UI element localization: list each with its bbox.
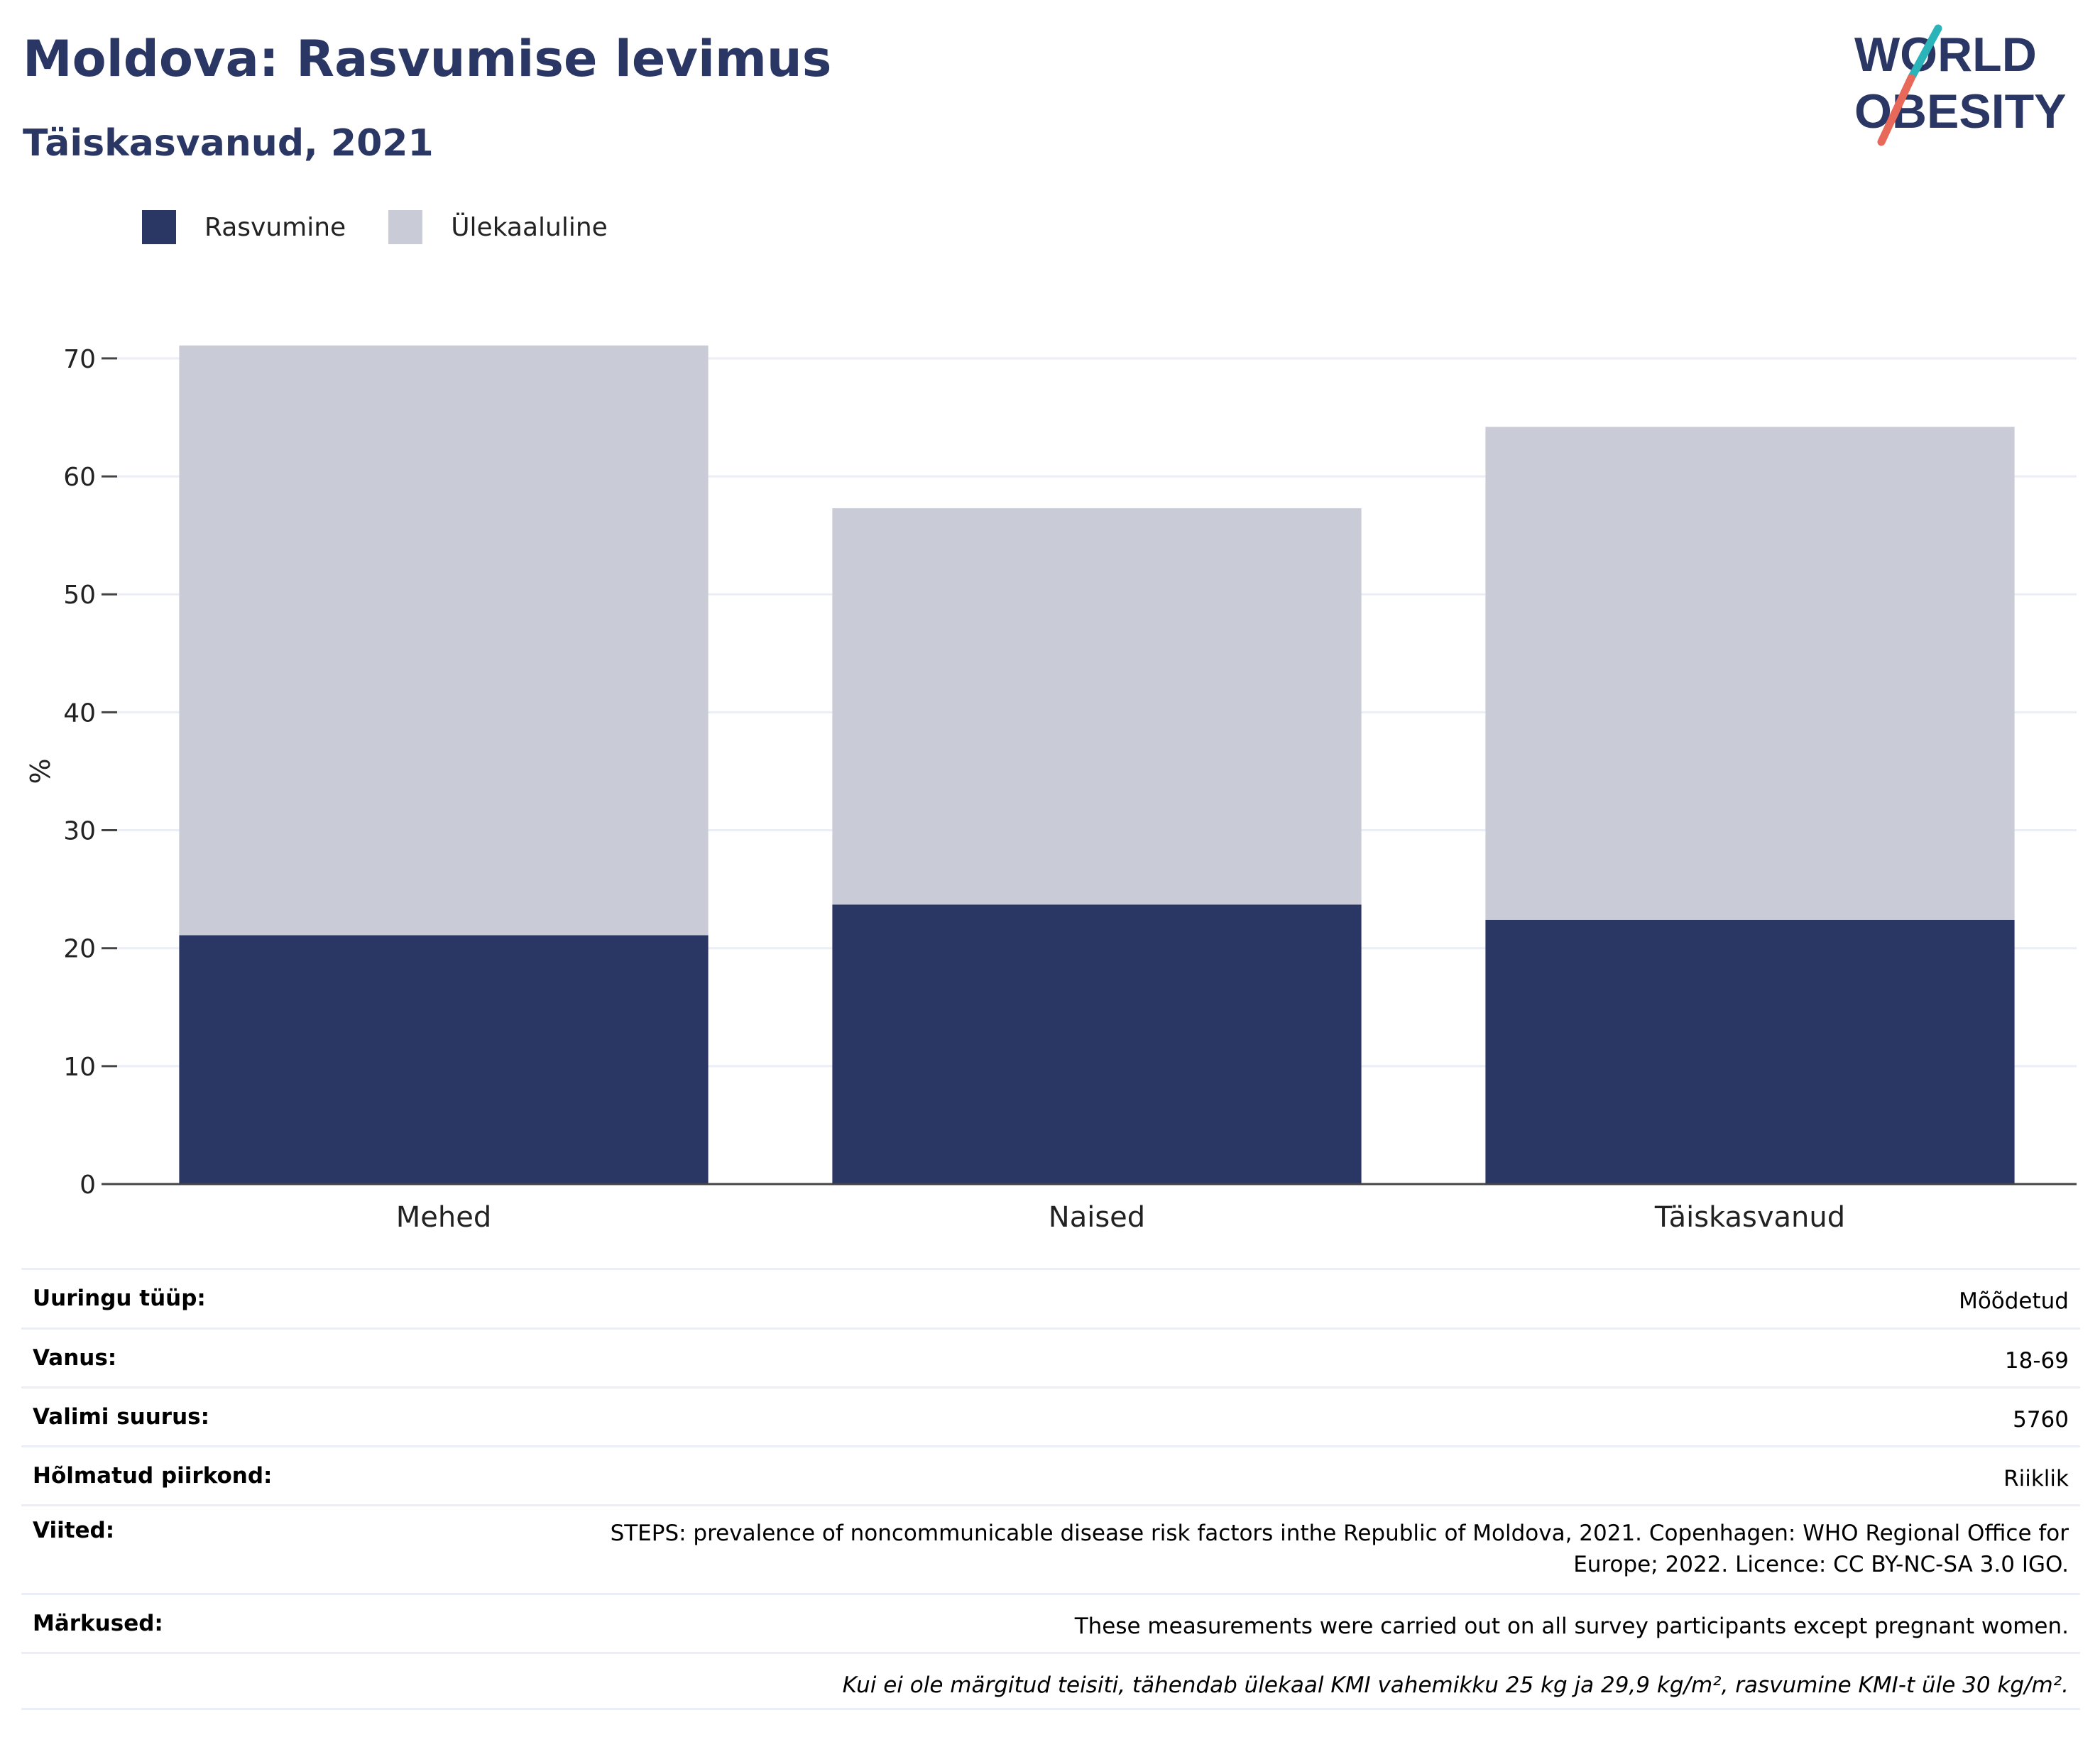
- meta-row-notes: Märkused: These measurements were carrie…: [21, 1593, 2080, 1652]
- meta-key: Valimi suurus:: [33, 1404, 209, 1430]
- x-tick-label: Naised: [1049, 1201, 1145, 1234]
- meta-key: Märkused:: [33, 1611, 163, 1636]
- legend-item-overweight[interactable]: Ülekaaluline: [388, 210, 608, 244]
- bar-obesity-2: [832, 904, 1362, 1184]
- logo-slash-coral: [1877, 74, 1915, 146]
- chart-subtitle: Täiskasvanud, 2021: [23, 122, 434, 165]
- x-tick-label: Mehed: [396, 1201, 491, 1234]
- footnote: Kui ei ole märgitud teisiti, tähendab ül…: [842, 1672, 2069, 1698]
- y-tick-label: 50: [63, 581, 96, 610]
- metadata-table: Uuringu tüüp: Mõõdetud Vanus: 18-69 Vali…: [21, 1268, 2080, 1710]
- y-tick-label: 10: [63, 1053, 96, 1082]
- logo-slash-teal: [1907, 24, 1942, 82]
- meta-key: Vanus:: [33, 1345, 117, 1371]
- meta-key: Hõlmatud piirkond:: [33, 1463, 273, 1489]
- bar-overweight-2: [832, 508, 1362, 905]
- y-tick-label: 70: [63, 345, 96, 374]
- bar-overweight-3: [1485, 427, 2015, 920]
- meta-row-references: Viited: STEPS: prevalence of noncommunic…: [21, 1504, 2080, 1593]
- bar-obesity-3: [1485, 919, 2015, 1184]
- y-axis-label: %: [25, 758, 56, 784]
- y-tick-label: 30: [63, 817, 96, 846]
- meta-value: Riiklik: [2003, 1466, 2069, 1491]
- meta-row-age: Vanus: 18-69: [21, 1327, 2080, 1386]
- legend-label-obesity: Rasvumine: [204, 212, 346, 242]
- bar-obesity-1: [179, 935, 709, 1184]
- meta-value: Mõõdetud: [1959, 1288, 2069, 1314]
- meta-row-sample-size: Valimi suurus: 5760: [21, 1386, 2080, 1445]
- legend-item-obesity[interactable]: Rasvumine: [142, 210, 346, 244]
- logo-line1: WORLD: [1854, 28, 2037, 82]
- x-tick-label: Täiskasvanud: [1654, 1201, 1845, 1234]
- meta-row-area-covered: Hõlmatud piirkond: Riiklik: [21, 1445, 2080, 1504]
- y-tick-label: 0: [80, 1171, 96, 1200]
- stacked-bar-chart: 0 10 20 30 40 50 60 70% Mehed Naised Täiskasvanud: [25, 345, 2077, 1234]
- legend-label-overweight: Ülekaaluline: [451, 212, 608, 242]
- legend-swatch-overweight: [388, 210, 423, 244]
- meta-row-survey-type: Uuringu tüüp: Mõõdetud: [21, 1268, 2080, 1327]
- meta-key: Uuringu tüüp:: [33, 1286, 206, 1311]
- y-tick-label: 40: [63, 699, 96, 728]
- meta-value: STEPS: prevalence of noncommunicable dis…: [610, 1521, 2069, 1577]
- legend-swatch-obesity: [142, 210, 176, 244]
- y-tick-label: 20: [63, 935, 96, 964]
- meta-value: These measurements were carried out on a…: [1074, 1614, 2069, 1639]
- meta-value: 18-69: [2004, 1348, 2069, 1374]
- world-obesity-logo: WORLD OBESITY: [1854, 24, 2067, 146]
- bar-overweight-1: [179, 345, 709, 936]
- y-tick-label: 60: [63, 463, 96, 492]
- meta-row-footnote: Kui ei ole märgitud teisiti, tähendab ül…: [21, 1652, 2080, 1710]
- meta-value: 5760: [2013, 1407, 2069, 1433]
- chart-title: Moldova: Rasvumise levimus: [23, 30, 832, 88]
- meta-key: Viited:: [33, 1518, 115, 1543]
- legend: Rasvumine Ülekaaluline: [142, 210, 650, 244]
